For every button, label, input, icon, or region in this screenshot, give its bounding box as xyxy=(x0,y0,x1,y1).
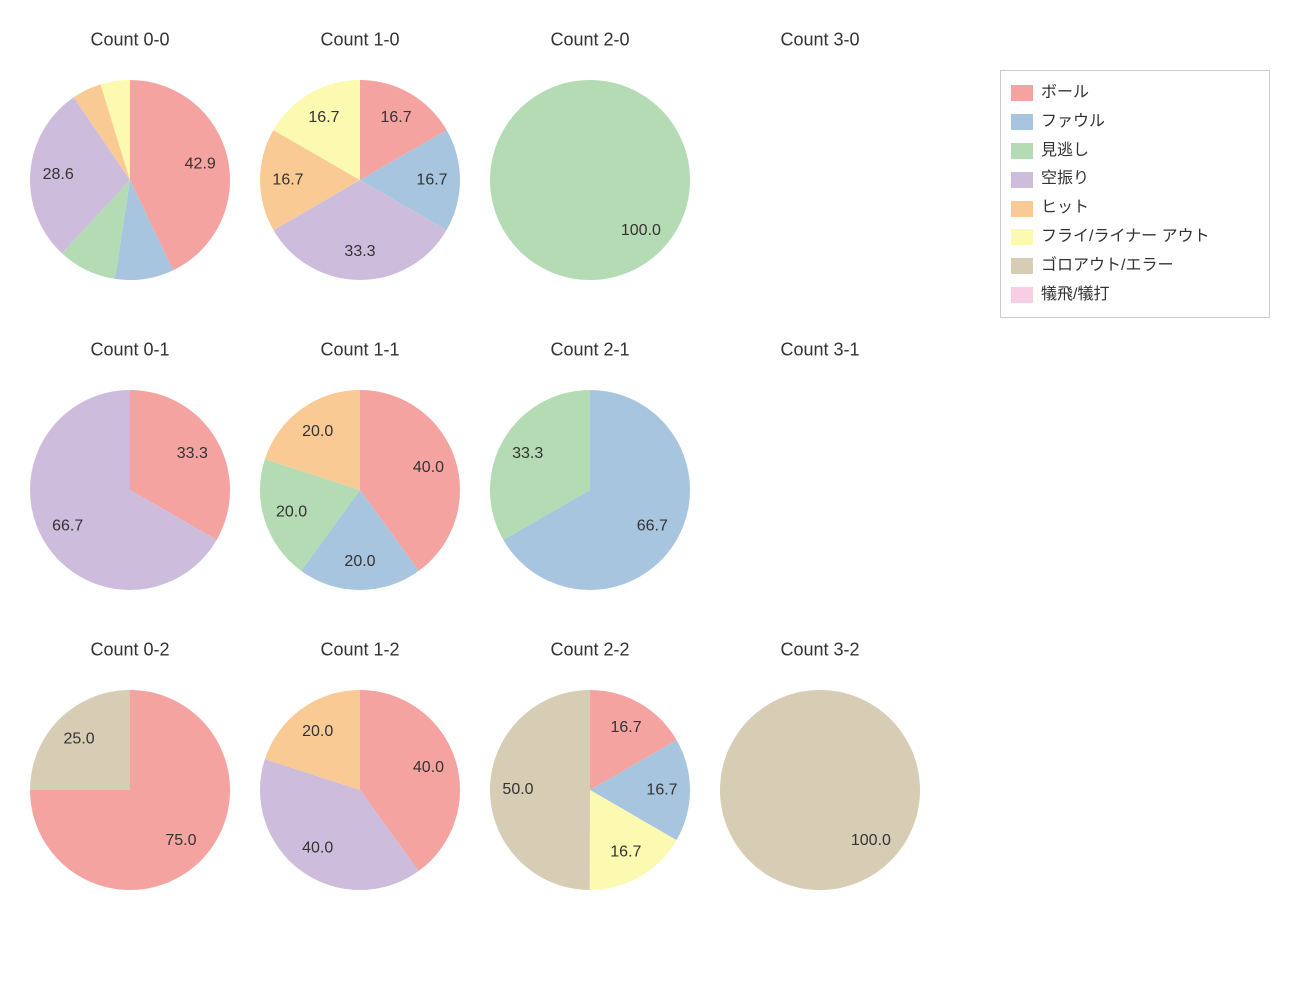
legend-label: ゴロアウト/エラー xyxy=(1041,252,1173,281)
legend-label: 見逃し xyxy=(1041,137,1089,166)
slice-label: 20.0 xyxy=(344,553,375,570)
slice-label: 16.7 xyxy=(380,109,411,126)
legend-swatch xyxy=(1011,258,1033,274)
legend-item-ball: ボール xyxy=(1011,79,1259,108)
slice-label: 33.3 xyxy=(512,445,543,462)
slice-label: 50.0 xyxy=(502,781,533,798)
pie-slice-ground xyxy=(720,690,920,890)
legend-item-foul: ファウル xyxy=(1011,108,1259,137)
pie-slice-miss xyxy=(490,80,690,280)
panel-title: Count 3-1 xyxy=(780,340,859,361)
slice-label: 16.7 xyxy=(272,171,303,188)
legend: ボールファウル見逃し空振りヒットフライ/ライナー アウトゴロアウト/エラー犠飛/… xyxy=(1000,70,1270,318)
slice-label: 25.0 xyxy=(64,730,95,747)
slice-label: 75.0 xyxy=(165,832,196,849)
legend-swatch xyxy=(1011,114,1033,130)
slice-label: 33.3 xyxy=(177,445,208,462)
slice-label: 20.0 xyxy=(302,423,333,440)
legend-item-swing: 空振り xyxy=(1011,165,1259,194)
pie-chart: 100.0 xyxy=(450,40,730,320)
legend-swatch xyxy=(1011,287,1033,303)
slice-label: 42.9 xyxy=(185,155,216,172)
slice-label: 100.0 xyxy=(621,222,661,239)
slice-label: 40.0 xyxy=(413,459,444,476)
slice-label: 20.0 xyxy=(276,503,307,520)
slice-label: 100.0 xyxy=(851,832,891,849)
legend-swatch xyxy=(1011,201,1033,217)
legend-item-fly: フライ/ライナー アウト xyxy=(1011,223,1259,252)
panel-title: Count 3-0 xyxy=(780,30,859,51)
legend-swatch xyxy=(1011,143,1033,159)
slice-label: 16.7 xyxy=(610,719,641,736)
slice-label: 16.7 xyxy=(610,844,641,861)
slice-label: 66.7 xyxy=(637,517,668,534)
legend-label: フライ/ライナー アウト xyxy=(1041,223,1210,252)
legend-swatch xyxy=(1011,172,1033,188)
slice-label: 40.0 xyxy=(302,839,333,856)
legend-label: 犠飛/犠打 xyxy=(1041,281,1109,310)
chart-stage: Count 0-042.928.6Count 1-016.716.733.316… xyxy=(0,0,1300,1000)
legend-label: ファウル xyxy=(1041,108,1105,137)
legend-item-hit: ヒット xyxy=(1011,194,1259,223)
slice-label: 16.7 xyxy=(646,781,677,798)
pie-chart: 66.7 33.3 xyxy=(450,350,730,630)
slice-label: 40.0 xyxy=(413,759,444,776)
slice-label: 28.6 xyxy=(43,166,74,183)
slice-label: 16.7 xyxy=(416,171,447,188)
legend-item-ground: ゴロアウト/エラー xyxy=(1011,252,1259,281)
slice-label: 16.7 xyxy=(308,109,339,126)
legend-item-miss: 見逃し xyxy=(1011,137,1259,166)
pie-chart: 100.0 xyxy=(680,650,960,930)
legend-label: 空振り xyxy=(1041,165,1089,194)
slice-label: 33.3 xyxy=(344,243,375,260)
legend-item-sac: 犠飛/犠打 xyxy=(1011,281,1259,310)
legend-label: ヒット xyxy=(1041,194,1089,223)
legend-swatch xyxy=(1011,85,1033,101)
legend-swatch xyxy=(1011,229,1033,245)
legend-label: ボール xyxy=(1041,79,1089,108)
slice-label: 20.0 xyxy=(302,723,333,740)
slice-label: 66.7 xyxy=(52,517,83,534)
